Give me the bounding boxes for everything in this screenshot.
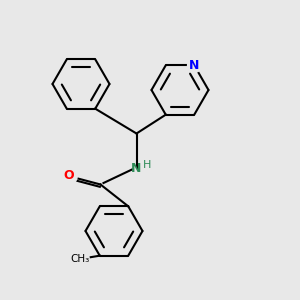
Text: CH₃: CH₃ — [70, 254, 90, 264]
Text: N: N — [189, 59, 200, 72]
Text: O: O — [64, 169, 74, 182]
Text: N: N — [131, 161, 142, 175]
Text: H: H — [143, 160, 151, 170]
